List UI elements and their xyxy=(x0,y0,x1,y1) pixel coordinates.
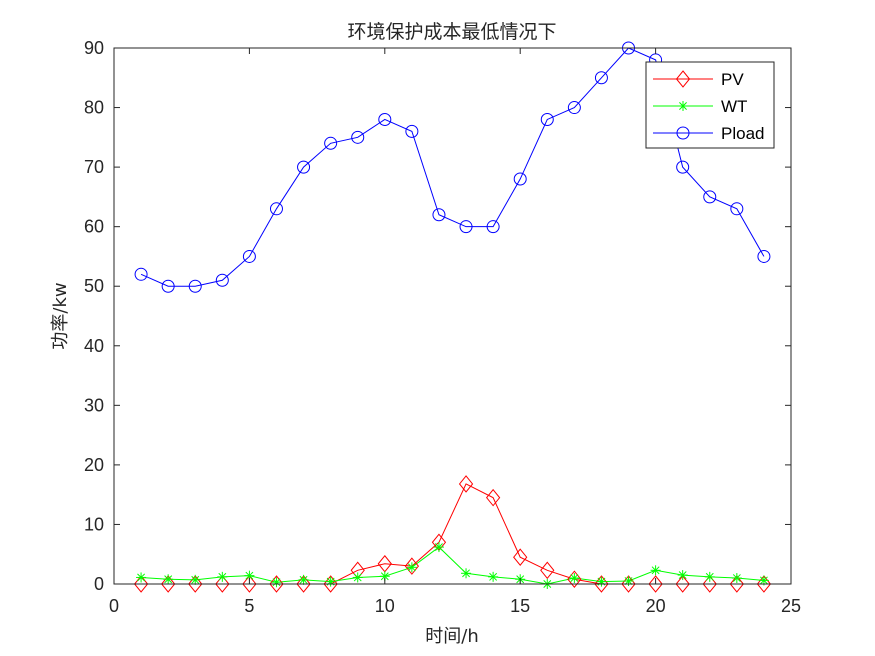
x-tick-label: 5 xyxy=(244,596,254,616)
data-point-pload xyxy=(540,112,554,126)
data-point-pload xyxy=(242,249,256,263)
data-point-wt xyxy=(677,570,688,581)
data-point-wt xyxy=(433,542,444,553)
data-point-pv xyxy=(242,575,257,593)
legend-item-wt: WT xyxy=(653,97,747,116)
data-point-wt xyxy=(569,573,580,584)
legend-label: Pload xyxy=(721,124,764,143)
data-point-pload xyxy=(594,71,608,85)
chart-title: 环境保护成本最低情况下 xyxy=(347,21,556,43)
x-tick-label: 0 xyxy=(109,596,119,616)
data-point-pv xyxy=(485,488,501,507)
y-tick-label: 10 xyxy=(84,514,104,534)
legend-marker xyxy=(675,70,691,88)
data-point-pload xyxy=(405,124,419,138)
data-point-pv xyxy=(567,570,582,589)
y-axis-label: 功率/kw xyxy=(50,282,71,349)
data-point-pv xyxy=(513,548,528,566)
legend-box xyxy=(645,61,775,149)
legend-marker xyxy=(678,101,688,111)
data-point-wt xyxy=(271,577,282,588)
x-axis-label: 时间/h xyxy=(425,626,478,647)
data-point-wt xyxy=(298,574,309,585)
data-point-pload xyxy=(486,220,500,234)
data-point-pload xyxy=(297,160,311,174)
data-point-wt xyxy=(488,571,499,582)
plot-frame xyxy=(113,47,792,585)
data-point-pv xyxy=(702,575,717,593)
data-point-pv xyxy=(296,575,311,593)
series-markers xyxy=(133,41,772,593)
data-point-wt xyxy=(136,572,147,583)
legend-item-pv: PV xyxy=(653,70,744,89)
y-tick-label: 40 xyxy=(84,336,104,356)
data-point-pload xyxy=(161,279,175,293)
data-point-pv xyxy=(675,575,690,593)
x-tick-label: 20 xyxy=(646,596,666,616)
data-point-wt xyxy=(406,562,417,573)
y-tick-label: 20 xyxy=(84,455,104,475)
data-point-pv xyxy=(458,475,474,493)
data-point-wt xyxy=(704,571,715,582)
data-point-pv xyxy=(648,575,663,593)
data-point-wt xyxy=(163,574,174,585)
x-axis: 0 5 10 15 20 25 xyxy=(109,48,801,616)
data-point-wt xyxy=(461,568,472,579)
data-point-pv xyxy=(161,575,176,593)
data-point-pv xyxy=(729,575,744,593)
data-point-pload xyxy=(134,267,148,281)
y-tick-label: 60 xyxy=(84,217,104,237)
data-point-wt xyxy=(190,574,201,585)
legend-label: WT xyxy=(721,97,747,116)
legend-item-pload: Pload xyxy=(653,124,764,143)
data-point-pload xyxy=(324,136,338,150)
data-point-pv xyxy=(404,557,420,575)
data-point-wt xyxy=(731,573,742,584)
y-tick-label: 0 xyxy=(94,574,104,594)
data-point-wt xyxy=(244,570,255,581)
legend: PV WT Pload xyxy=(645,61,775,149)
y-tick-label: 50 xyxy=(84,276,104,296)
y-axis: 0 10 20 30 40 50 60 70 80 90 xyxy=(84,38,791,594)
data-point-pv xyxy=(540,561,555,580)
data-point-wt xyxy=(352,572,363,583)
data-point-wt xyxy=(623,576,634,587)
data-point-wt xyxy=(217,571,228,582)
legend-label: PV xyxy=(721,70,744,89)
data-point-pload xyxy=(432,208,446,222)
data-point-pload xyxy=(730,202,744,216)
x-tick-label: 15 xyxy=(510,596,530,616)
y-tick-label: 70 xyxy=(84,157,104,177)
data-point-pload xyxy=(459,220,473,234)
data-point-pload xyxy=(378,112,392,126)
legend-marker xyxy=(676,126,690,140)
data-point-pload xyxy=(188,279,202,293)
y-tick-label: 90 xyxy=(84,38,104,58)
data-point-pload xyxy=(676,160,690,174)
data-point-pv xyxy=(269,575,284,593)
data-point-pload xyxy=(215,273,229,287)
data-point-wt xyxy=(596,576,607,587)
y-tick-label: 30 xyxy=(84,395,104,415)
data-point-wt xyxy=(325,576,336,587)
data-point-pv xyxy=(188,575,203,593)
data-point-wt xyxy=(379,571,390,582)
data-point-pv xyxy=(756,575,772,593)
data-point-pload xyxy=(703,190,717,204)
data-point-pload xyxy=(269,202,283,216)
data-point-pload xyxy=(513,172,527,186)
data-point-pload xyxy=(757,249,771,263)
x-tick-label: 25 xyxy=(781,596,801,616)
x-tick-label: 10 xyxy=(375,596,395,616)
data-point-pload xyxy=(567,101,581,115)
data-point-wt xyxy=(650,565,661,576)
data-point-pload xyxy=(351,130,365,144)
data-point-pv xyxy=(133,575,149,593)
data-point-pv xyxy=(215,575,230,593)
y-tick-label: 80 xyxy=(84,98,104,118)
